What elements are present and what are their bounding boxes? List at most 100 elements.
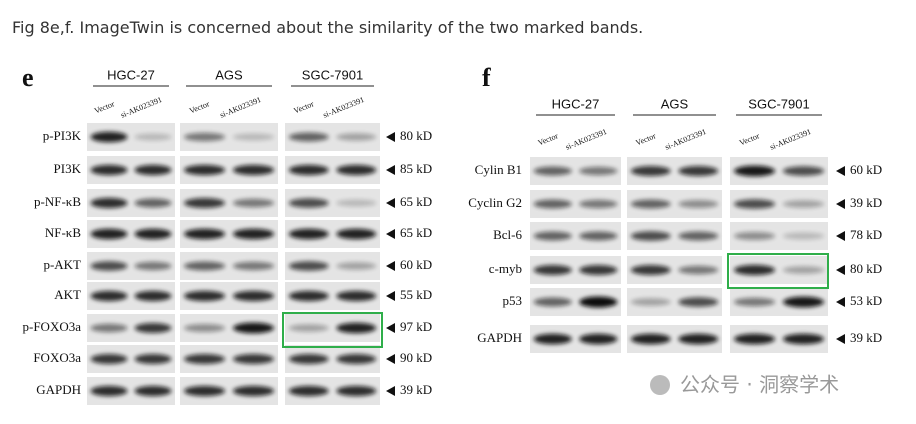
band [134,385,172,397]
size-label: 39 kD [850,195,882,210]
watermark-icon [650,375,670,395]
band [134,354,172,364]
band [533,231,572,241]
band [288,354,329,364]
caption: Fig 8e,f. ImageTwin is concerned about t… [12,18,644,37]
arrow [836,334,845,344]
size-label: 97 kD [400,319,432,334]
band [183,228,226,240]
lane-label: Vector [292,99,315,115]
band [183,164,226,176]
lane-label: Vector [188,99,211,115]
band [90,197,128,209]
band [90,131,128,143]
protein-label: p-NF-κB [34,194,81,209]
arrow [836,265,845,275]
band [678,200,719,208]
band [533,166,572,176]
band [183,324,226,332]
band [183,354,226,364]
protein-label: NF-κB [45,225,81,240]
band [630,231,671,241]
panel-letter: f [482,63,491,92]
band [232,228,275,240]
lane-label: si-AK023391 [564,127,608,152]
size-label: 60 kD [850,162,882,177]
band [232,385,275,397]
arrow [836,231,845,241]
band [232,354,275,364]
band [533,265,572,275]
cell-line: SGC-7901 [748,96,809,111]
band [90,385,128,397]
protein-label: Cylin B1 [475,162,522,177]
cell-line: HGC-27 [107,67,155,82]
band [288,164,329,176]
band [288,228,329,240]
arrow [836,297,845,307]
band [232,133,275,141]
band [630,166,671,176]
size-label: 85 kD [400,161,432,176]
band [134,290,172,302]
band [336,164,377,176]
band [183,385,226,397]
band [782,266,825,274]
lane-label: si-AK023391 [322,95,366,120]
lane-label: si-AK023391 [769,127,813,152]
band [678,333,719,345]
band [733,333,776,345]
band [630,265,671,275]
band [579,199,618,209]
arrow [386,261,395,271]
band [336,322,377,334]
band [288,385,329,397]
band [288,261,329,271]
lane-label: Vector [93,99,116,115]
band [579,265,618,275]
band [90,261,128,271]
size-label: 90 kD [400,350,432,365]
band [678,265,719,275]
band [288,198,329,208]
band [733,199,776,209]
size-label: 39 kD [400,382,432,397]
protein-label: p53 [503,293,523,308]
band [733,264,776,276]
band [533,199,572,209]
band [90,228,128,240]
size-label: 80 kD [400,128,432,143]
protein-label: PI3K [54,161,82,176]
size-label: 60 kD [400,257,432,272]
cell-line: AGS [215,67,243,82]
band [134,164,172,176]
panel-letter: e [22,63,34,92]
band [183,198,226,208]
protein-label: GAPDH [477,330,522,345]
arrow [386,165,395,175]
protein-label: c-myb [489,261,522,276]
band [134,198,172,208]
band [232,322,275,334]
highlight-box [727,253,829,289]
arrow [386,198,395,208]
band [782,232,825,240]
protein-label: AKT [54,287,81,302]
arrow [386,229,395,239]
band [678,231,719,241]
band [533,297,572,307]
band [232,261,275,271]
band [733,297,776,307]
size-label: 53 kD [850,293,882,308]
band [288,324,329,332]
band [782,200,825,208]
size-label: 65 kD [400,225,432,240]
band [678,166,719,176]
band [232,198,275,208]
band [90,354,128,364]
lane-label: Vector [634,131,657,147]
band [232,164,275,176]
band [183,290,226,302]
